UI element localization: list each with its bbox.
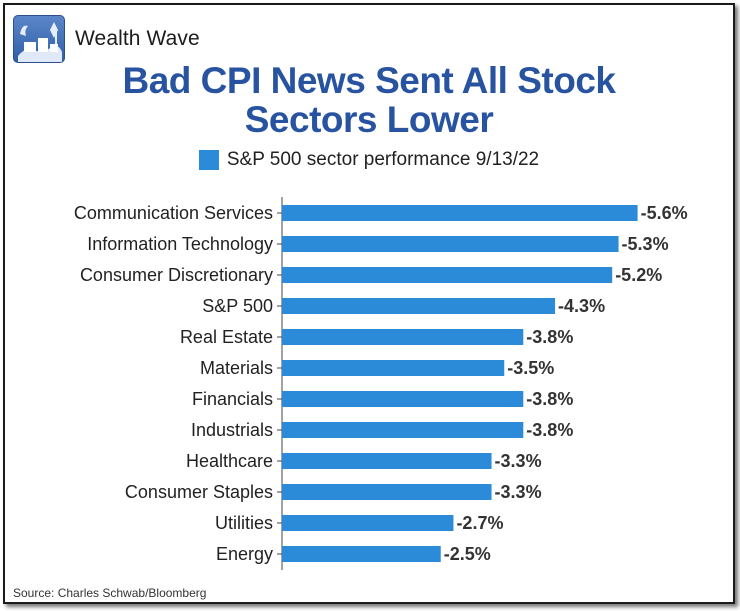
value-label: -3.5% bbox=[507, 358, 554, 378]
category-label: Materials bbox=[200, 358, 273, 378]
legend-label: S&P 500 sector performance 9/13/22 bbox=[226, 149, 540, 170]
value-label: -2.5% bbox=[444, 544, 491, 564]
bar bbox=[282, 453, 492, 469]
bar bbox=[282, 484, 492, 500]
bar bbox=[282, 515, 454, 531]
brand: Wealth Wave bbox=[13, 15, 200, 63]
value-label: -3.3% bbox=[495, 451, 542, 471]
category-label: Healthcare bbox=[186, 451, 273, 471]
legend-swatch bbox=[198, 150, 219, 170]
category-label: Industrials bbox=[191, 420, 273, 440]
category-label: Real Estate bbox=[180, 327, 273, 347]
bar bbox=[282, 422, 524, 438]
source-note: Source: Charles Schwab/Bloomberg bbox=[13, 586, 207, 600]
bar bbox=[282, 236, 619, 252]
bar bbox=[282, 360, 505, 376]
value-label: -3.8% bbox=[526, 389, 573, 409]
wealth-wave-logo-icon bbox=[13, 15, 65, 63]
chart-title-line-2: Sectors Lower bbox=[244, 99, 494, 140]
bar bbox=[282, 329, 524, 345]
legend: S&P 500 sector performance 9/13/22 bbox=[5, 149, 733, 171]
chart-title: Bad CPI News Sent All Stock Sectors Lowe… bbox=[5, 61, 733, 139]
category-label: Consumer Staples bbox=[125, 482, 273, 502]
bar bbox=[282, 391, 524, 407]
chart-title-line-1: Bad CPI News Sent All Stock bbox=[122, 60, 616, 101]
value-label: -2.7% bbox=[456, 513, 503, 533]
category-label: Information Technology bbox=[87, 234, 273, 254]
bar bbox=[282, 205, 638, 221]
bar-chart: Communication Services -5.6% Information T… bbox=[74, 197, 688, 570]
value-label: -5.6% bbox=[641, 203, 688, 223]
category-label: Energy bbox=[216, 544, 273, 564]
category-label: S&P 500 bbox=[202, 296, 273, 316]
value-label: -3.8% bbox=[526, 420, 573, 440]
bar bbox=[282, 298, 556, 314]
bar bbox=[282, 546, 441, 562]
bar bbox=[282, 267, 613, 283]
category-label: Communication Services bbox=[74, 203, 273, 223]
chart-frame: Wealth Wave Bad CPI News Sent All Stock … bbox=[3, 3, 735, 604]
value-label: -4.3% bbox=[558, 296, 605, 316]
value-label: -5.2% bbox=[615, 265, 662, 285]
value-label: -3.3% bbox=[495, 482, 542, 502]
brand-name: Wealth Wave bbox=[75, 27, 200, 50]
category-label: Utilities bbox=[215, 513, 273, 533]
category-label: Consumer Discretionary bbox=[80, 265, 273, 285]
value-label: -3.8% bbox=[526, 327, 573, 347]
category-label: Financials bbox=[192, 389, 273, 409]
value-label: -5.3% bbox=[622, 234, 669, 254]
